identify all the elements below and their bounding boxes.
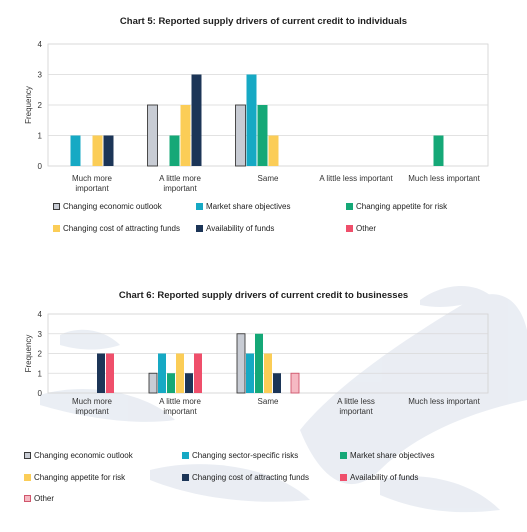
legend-label: Changing cost of attracting funds xyxy=(192,473,309,482)
y-tick-label: 3 xyxy=(38,330,43,339)
y-tick-label: 4 xyxy=(38,40,43,49)
bar xyxy=(92,135,103,166)
legend-item: Other xyxy=(346,224,376,233)
legend-item: Changing cost of attracting funds xyxy=(53,224,180,233)
legend-label: Other xyxy=(356,224,377,233)
x-tick-label: A little more xyxy=(159,174,201,183)
legend-label: Market share objectives xyxy=(350,451,435,460)
bar xyxy=(264,353,272,393)
legend-swatch xyxy=(196,225,203,232)
y-tick-label: 4 xyxy=(38,310,43,319)
legend-item: Changing sector-specific risks xyxy=(182,451,298,460)
legend-swatch xyxy=(340,474,347,481)
bar xyxy=(70,135,81,166)
legend-item: Changing cost of attracting funds xyxy=(182,473,309,482)
y-tick-label: 0 xyxy=(38,389,43,398)
y-axis-label: Frequency xyxy=(24,335,33,373)
x-tick-label: Same xyxy=(258,397,279,406)
legend-swatch xyxy=(24,474,31,481)
bar xyxy=(169,135,180,166)
y-tick-label: 2 xyxy=(38,350,43,359)
bar xyxy=(290,372,300,394)
x-tick-label: Much less important xyxy=(408,397,480,406)
bar xyxy=(257,105,268,166)
bar xyxy=(191,74,202,166)
legend-swatch xyxy=(340,452,347,459)
x-tick-label: A little less important xyxy=(319,174,393,183)
bar xyxy=(148,372,158,394)
legend-label: Changing economic outlook xyxy=(63,202,162,211)
legend-label: Availability of funds xyxy=(206,224,275,233)
bar xyxy=(185,373,193,393)
bar xyxy=(235,104,246,167)
y-axis-label: Frequency xyxy=(24,86,33,124)
legend-label: Changing appetite for risk xyxy=(356,202,448,211)
legend-label: Other xyxy=(34,494,55,503)
bar xyxy=(273,373,281,393)
chart-5-title: Chart 5: Reported supply drivers of curr… xyxy=(119,16,408,27)
legend-item: Availability of funds xyxy=(196,224,274,233)
legend-item: Market share objectives xyxy=(196,202,290,211)
legend-swatch xyxy=(196,203,203,210)
bar xyxy=(158,353,166,393)
y-tick-label: 1 xyxy=(38,132,43,141)
bar xyxy=(106,353,114,393)
legend-item: Changing economic outlook xyxy=(53,202,162,211)
bar xyxy=(268,135,279,166)
chart-6-title: Chart 6: Reported supply drivers of curr… xyxy=(118,290,409,301)
bar xyxy=(194,353,202,393)
legend-label: Changing sector-specific risks xyxy=(192,451,299,460)
bar xyxy=(246,353,254,393)
x-tick-label: Same xyxy=(258,174,279,183)
legend-swatch xyxy=(53,203,60,210)
bar xyxy=(255,333,263,393)
legend-swatch xyxy=(24,495,31,502)
bar xyxy=(236,333,246,394)
x-tick-label: Much less important xyxy=(408,174,480,183)
bar xyxy=(176,353,184,393)
x-tick-label: important xyxy=(339,407,373,416)
legend-label: Market share objectives xyxy=(206,202,291,211)
legend-swatch xyxy=(53,225,60,232)
x-tick-label: Much more xyxy=(72,397,113,406)
legend-item: Changing economic outlook xyxy=(24,451,133,460)
bar xyxy=(147,104,158,167)
chart-5-block: Chart 5: Reported supply drivers of curr… xyxy=(0,0,527,260)
y-tick-label: 3 xyxy=(38,71,43,80)
y-tick-label: 2 xyxy=(38,101,43,110)
bar xyxy=(433,135,444,166)
bar xyxy=(180,105,191,166)
x-tick-label: A little less xyxy=(337,397,375,406)
legend-item: Changing appetite for risk xyxy=(24,473,125,482)
legend-swatch xyxy=(24,452,31,459)
x-tick-label: important xyxy=(163,407,197,416)
y-tick-label: 0 xyxy=(38,162,43,171)
bar xyxy=(167,373,175,393)
bar xyxy=(97,353,105,393)
x-tick-label: important xyxy=(75,407,109,416)
x-tick-label: important xyxy=(75,184,109,193)
legend-label: Changing economic outlook xyxy=(34,451,133,460)
legend-item: Changing appetite for risk xyxy=(346,202,447,211)
x-tick-label: A little more xyxy=(159,397,201,406)
y-tick-label: 1 xyxy=(38,369,43,378)
legend-label: Availability of funds xyxy=(350,473,419,482)
x-tick-label: Much more xyxy=(72,174,113,183)
bar xyxy=(103,135,114,166)
legend-label: Changing cost of attracting funds xyxy=(63,224,180,233)
legend-swatch xyxy=(346,225,353,232)
legend-label: Changing appetite for risk xyxy=(34,473,126,482)
legend-swatch xyxy=(182,452,189,459)
legend-item: Availability of funds xyxy=(340,473,418,482)
legend-swatch xyxy=(346,203,353,210)
bar xyxy=(246,74,257,166)
legend-item: Other xyxy=(24,494,54,503)
legend-item: Market share objectives xyxy=(340,451,434,460)
x-tick-label: important xyxy=(163,184,197,193)
legend-swatch xyxy=(182,474,189,481)
